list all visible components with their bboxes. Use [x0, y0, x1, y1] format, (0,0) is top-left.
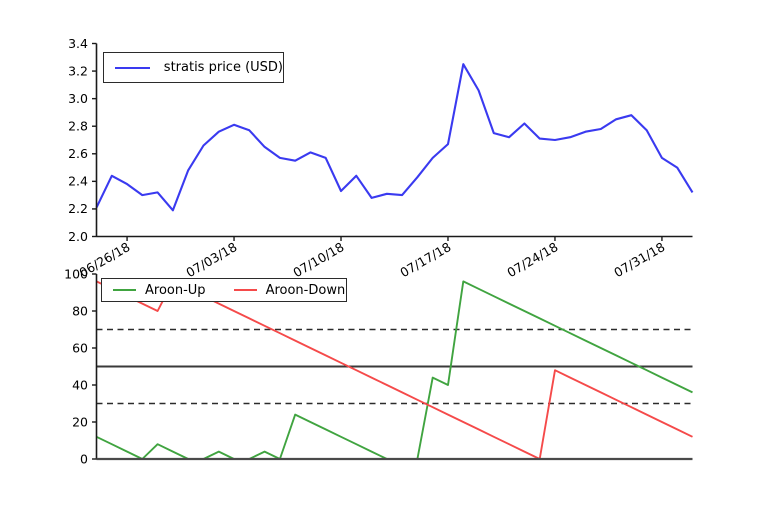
- price-y-tick-label: 3.2: [68, 63, 88, 78]
- aroon-y-tick-label: 100: [64, 266, 88, 281]
- price-x-tick-label: 07/24/18: [504, 239, 560, 280]
- price-legend: stratis price (USD): [103, 52, 284, 83]
- aroon-y-tick-label: 0: [80, 451, 88, 466]
- aroon-y-tick-label: 80: [72, 303, 88, 318]
- aroon-legend: Aroon-Up Aroon-Down: [101, 278, 347, 302]
- aroon-y-tick-label: 20: [72, 414, 88, 429]
- aroon-down-line: [96, 280, 693, 460]
- aroon-down-legend-label: Aroon-Down: [265, 282, 346, 298]
- aroon-y-tick-label: 60: [72, 340, 88, 355]
- price-line-sample: [115, 66, 150, 69]
- aroon-y-tick-label: 40: [72, 377, 88, 392]
- price-y-tick-label: 2.6: [68, 146, 88, 161]
- price-x-tick-label: 07/17/18: [397, 239, 453, 280]
- price-x-tick-label: 06/26/18: [76, 239, 132, 280]
- price-x-tick-label: 07/03/18: [183, 239, 239, 280]
- aroon-down-line-sample: [233, 289, 257, 291]
- price-y-tick-label: 2.4: [68, 174, 88, 189]
- price-legend-label: stratis price (USD): [163, 60, 283, 75]
- price-y-tick-label: 2.0: [68, 229, 88, 244]
- price-x-tick-label: 07/31/18: [611, 239, 667, 280]
- price-y-tick-label: 3.0: [68, 91, 88, 106]
- aroon-up-legend-label: Aroon-Up: [145, 282, 206, 298]
- price-y-tick-label: 2.8: [68, 119, 88, 134]
- price-y-tick-label: 3.4: [68, 36, 88, 51]
- price-line: [95, 63, 694, 212]
- aroon-up-line-sample: [113, 289, 136, 291]
- aroon-up-line: [96, 280, 693, 460]
- price-x-tick-label: 07/10/18: [290, 239, 346, 280]
- price-y-tick-label: 2.2: [68, 201, 88, 216]
